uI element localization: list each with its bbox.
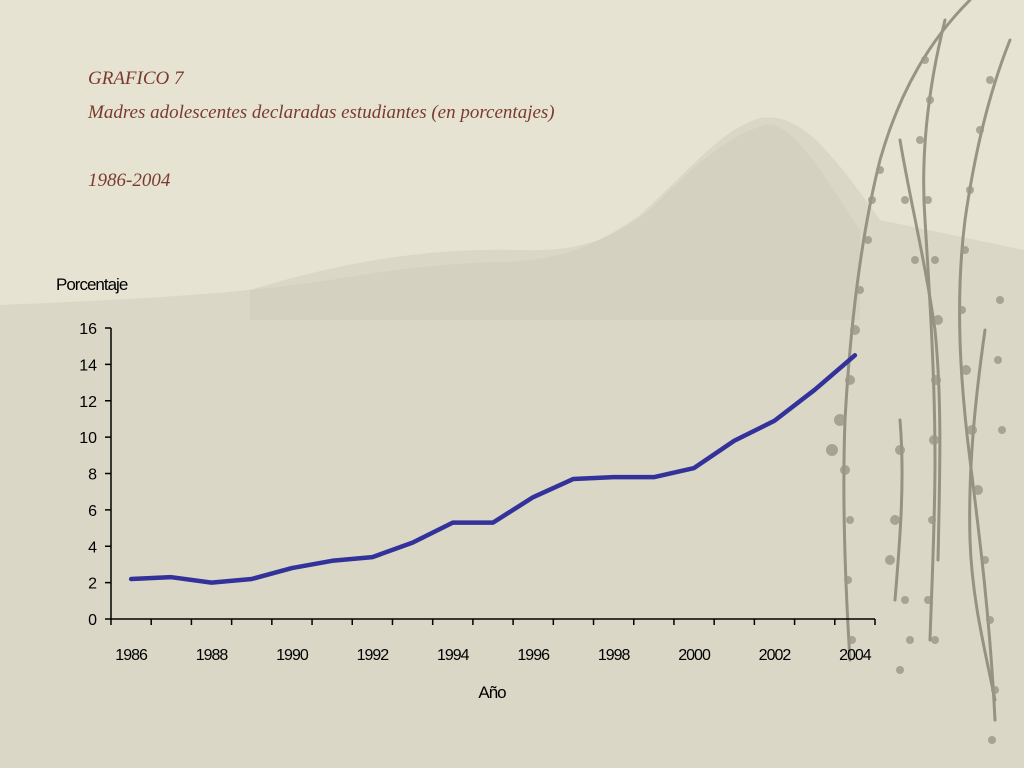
- x-tick-label: 2000: [678, 647, 711, 664]
- chart-label: GRAFICO 7: [88, 68, 184, 89]
- x-tick-label: 2002: [759, 647, 792, 664]
- x-tick-label: 1992: [357, 647, 390, 664]
- y-tick-label: 6: [88, 503, 97, 520]
- y-tick-label: 12: [79, 394, 97, 411]
- y-tick-label: 0: [88, 612, 97, 629]
- y-tick-label: 10: [79, 430, 97, 447]
- y-tick-label: 2: [88, 576, 97, 593]
- mountain-far: [250, 124, 860, 320]
- x-tick-label: 1998: [598, 647, 631, 664]
- y-axis-label: Porcentaje: [56, 275, 128, 294]
- x-axis-label: Año: [478, 683, 506, 702]
- y-tick-label: 8: [88, 467, 97, 484]
- x-tick-label: 1986: [115, 647, 148, 664]
- y-ticks: 0 2 4 6 8 10 12 14 16: [79, 321, 111, 629]
- x-tick-label: 2004: [839, 647, 872, 664]
- willow-leaves: [826, 56, 1006, 744]
- y-tick-label: 16: [79, 321, 97, 338]
- series-line: [128, 353, 858, 585]
- willow-branches: [842, 0, 1012, 722]
- chart-title: Madres adolescentes declaradas estudiant…: [88, 102, 555, 123]
- x-tick-label: 1994: [437, 647, 470, 664]
- y-tick-label: 4: [88, 539, 97, 556]
- chart-period: 1986-2004: [88, 170, 171, 191]
- chart-heading: GRAFICO 7 Madres adolescentes declaradas…: [88, 62, 555, 198]
- x-tick-label: 1990: [276, 647, 309, 664]
- x-tick-label: 1988: [196, 647, 229, 664]
- x-ticks: 1986 1988 1990 1992 1994 1996 1998 2000 2002 2004: [110, 619, 876, 664]
- y-tick-label: 14: [79, 357, 97, 374]
- x-tick-label: 1996: [517, 647, 550, 664]
